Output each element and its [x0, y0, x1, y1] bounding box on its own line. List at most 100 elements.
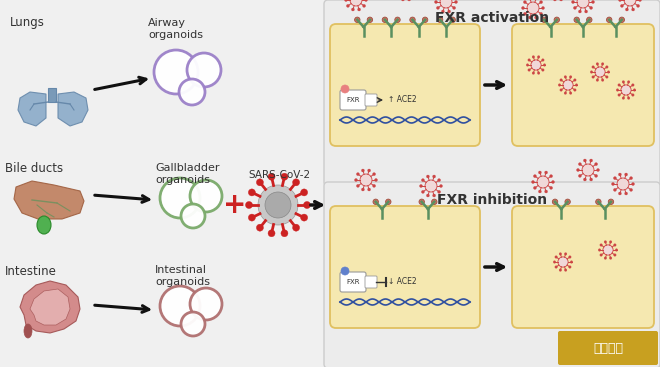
Circle shape	[360, 174, 372, 186]
Circle shape	[564, 76, 567, 78]
Text: Airway
organoids: Airway organoids	[148, 18, 203, 40]
Polygon shape	[20, 281, 80, 333]
Circle shape	[531, 60, 541, 70]
Circle shape	[624, 173, 628, 176]
Circle shape	[628, 97, 630, 99]
Circle shape	[447, 10, 451, 13]
Circle shape	[601, 79, 604, 81]
Circle shape	[385, 199, 391, 204]
Circle shape	[609, 241, 612, 243]
Circle shape	[368, 169, 371, 172]
Circle shape	[542, 59, 544, 61]
Circle shape	[541, 17, 547, 22]
Circle shape	[453, 6, 455, 10]
Circle shape	[624, 0, 636, 6]
Text: FXR: FXR	[346, 279, 360, 285]
Circle shape	[420, 185, 422, 188]
Circle shape	[587, 17, 592, 22]
Circle shape	[596, 63, 599, 65]
Circle shape	[246, 201, 253, 208]
Circle shape	[630, 188, 632, 191]
Circle shape	[589, 159, 593, 162]
Text: Gallbladder
organoids: Gallbladder organoids	[155, 163, 220, 185]
Circle shape	[574, 79, 576, 81]
Circle shape	[555, 266, 558, 268]
Circle shape	[550, 186, 552, 189]
Circle shape	[442, 10, 444, 13]
Text: Intestine: Intestine	[5, 265, 57, 278]
Circle shape	[539, 171, 541, 174]
Circle shape	[612, 182, 614, 185]
Circle shape	[438, 17, 443, 22]
Circle shape	[618, 192, 622, 195]
Text: +: +	[223, 191, 247, 219]
FancyBboxPatch shape	[558, 331, 658, 365]
Circle shape	[578, 10, 581, 13]
Text: FXR activation: FXR activation	[435, 11, 549, 25]
Circle shape	[632, 182, 634, 185]
Circle shape	[614, 254, 616, 256]
Circle shape	[603, 245, 613, 255]
Circle shape	[537, 176, 549, 188]
Text: ↓ ACE2: ↓ ACE2	[388, 277, 416, 287]
FancyBboxPatch shape	[324, 0, 660, 186]
Circle shape	[555, 256, 558, 258]
Circle shape	[432, 199, 437, 204]
Circle shape	[362, 169, 364, 172]
Circle shape	[544, 171, 548, 174]
Circle shape	[373, 199, 378, 204]
Circle shape	[564, 92, 567, 94]
Circle shape	[542, 69, 544, 71]
Circle shape	[560, 0, 562, 1]
Circle shape	[604, 257, 607, 259]
Circle shape	[574, 89, 576, 91]
Text: Bile ducts: Bile ducts	[5, 162, 63, 175]
Circle shape	[609, 199, 614, 204]
Circle shape	[570, 261, 573, 263]
Circle shape	[281, 173, 288, 180]
Circle shape	[577, 0, 589, 8]
Circle shape	[626, 8, 628, 11]
Circle shape	[624, 192, 628, 195]
Circle shape	[410, 17, 415, 22]
Circle shape	[529, 16, 531, 19]
FancyBboxPatch shape	[512, 24, 654, 146]
Circle shape	[622, 97, 624, 99]
Circle shape	[432, 175, 436, 178]
Circle shape	[356, 172, 360, 176]
Circle shape	[440, 0, 452, 8]
Circle shape	[583, 159, 586, 162]
Text: 江西龙网: 江西龙网	[593, 342, 623, 355]
Circle shape	[552, 181, 554, 184]
Circle shape	[190, 288, 222, 320]
Circle shape	[434, 0, 438, 4]
Circle shape	[618, 84, 620, 86]
Circle shape	[300, 214, 308, 221]
Circle shape	[598, 249, 601, 251]
Circle shape	[341, 85, 349, 93]
FancyBboxPatch shape	[324, 182, 660, 367]
Circle shape	[350, 0, 362, 6]
Circle shape	[574, 17, 579, 22]
Circle shape	[607, 17, 612, 22]
Circle shape	[419, 199, 424, 204]
Circle shape	[540, 12, 543, 15]
FancyBboxPatch shape	[330, 206, 480, 328]
Circle shape	[440, 185, 442, 188]
Circle shape	[622, 81, 624, 83]
Polygon shape	[30, 289, 70, 325]
Circle shape	[606, 66, 608, 68]
Ellipse shape	[24, 324, 32, 338]
Text: Lungs: Lungs	[10, 16, 45, 29]
Circle shape	[583, 178, 586, 181]
Text: ↑ ACE2: ↑ ACE2	[388, 95, 416, 105]
Circle shape	[592, 76, 595, 78]
Text: Intestinal
organoids: Intestinal organoids	[155, 265, 210, 287]
Circle shape	[601, 63, 604, 65]
Circle shape	[554, 17, 560, 22]
Circle shape	[364, 0, 368, 1]
Circle shape	[345, 0, 348, 1]
Circle shape	[637, 4, 640, 7]
Circle shape	[596, 199, 601, 204]
Circle shape	[578, 174, 581, 177]
